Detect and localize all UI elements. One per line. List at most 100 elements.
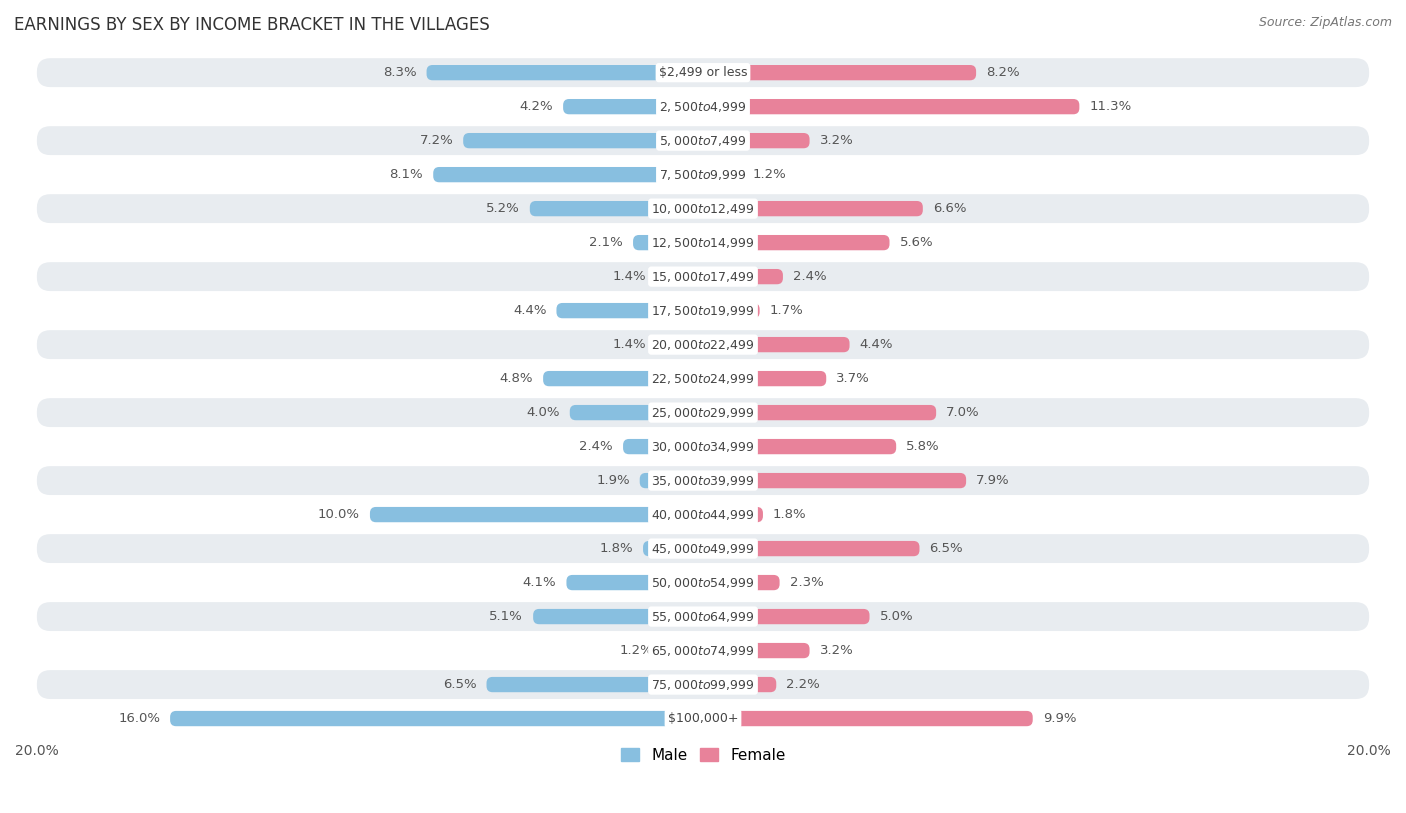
Text: $22,500 to $24,999: $22,500 to $24,999 (651, 372, 755, 385)
FancyBboxPatch shape (370, 507, 703, 522)
FancyBboxPatch shape (703, 269, 783, 285)
Text: 2.4%: 2.4% (579, 440, 613, 453)
FancyBboxPatch shape (703, 371, 827, 386)
FancyBboxPatch shape (567, 575, 703, 590)
Text: $55,000 to $64,999: $55,000 to $64,999 (651, 610, 755, 624)
Text: $20,000 to $22,499: $20,000 to $22,499 (651, 337, 755, 351)
Text: $75,000 to $99,999: $75,000 to $99,999 (651, 677, 755, 692)
FancyBboxPatch shape (703, 643, 810, 659)
Text: 5.0%: 5.0% (880, 610, 912, 623)
FancyBboxPatch shape (643, 541, 703, 556)
FancyBboxPatch shape (426, 65, 703, 80)
FancyBboxPatch shape (37, 160, 1369, 189)
FancyBboxPatch shape (703, 439, 896, 454)
FancyBboxPatch shape (543, 371, 703, 386)
FancyBboxPatch shape (703, 507, 763, 522)
Text: 4.8%: 4.8% (499, 372, 533, 385)
Text: $65,000 to $74,999: $65,000 to $74,999 (651, 644, 755, 658)
Text: 4.4%: 4.4% (513, 304, 547, 317)
FancyBboxPatch shape (664, 643, 703, 659)
FancyBboxPatch shape (703, 65, 976, 80)
FancyBboxPatch shape (37, 568, 1369, 597)
FancyBboxPatch shape (37, 704, 1369, 733)
Text: $45,000 to $49,999: $45,000 to $49,999 (651, 541, 755, 555)
Text: 6.6%: 6.6% (932, 202, 966, 215)
Text: 9.9%: 9.9% (1043, 712, 1076, 725)
FancyBboxPatch shape (703, 609, 869, 624)
FancyBboxPatch shape (37, 534, 1369, 563)
FancyBboxPatch shape (433, 167, 703, 182)
FancyBboxPatch shape (37, 433, 1369, 461)
Text: $30,000 to $34,999: $30,000 to $34,999 (651, 440, 755, 454)
FancyBboxPatch shape (703, 711, 1033, 726)
Text: 11.3%: 11.3% (1090, 100, 1132, 113)
FancyBboxPatch shape (640, 473, 703, 489)
FancyBboxPatch shape (623, 439, 703, 454)
FancyBboxPatch shape (463, 133, 703, 148)
FancyBboxPatch shape (703, 133, 810, 148)
Text: 1.2%: 1.2% (619, 644, 652, 657)
Text: $2,499 or less: $2,499 or less (659, 66, 747, 79)
FancyBboxPatch shape (569, 405, 703, 420)
FancyBboxPatch shape (703, 99, 1080, 115)
Text: 1.7%: 1.7% (769, 304, 803, 317)
FancyBboxPatch shape (37, 92, 1369, 121)
Text: 6.5%: 6.5% (929, 542, 963, 555)
FancyBboxPatch shape (703, 167, 742, 182)
Text: 4.4%: 4.4% (859, 338, 893, 351)
Text: EARNINGS BY SEX BY INCOME BRACKET IN THE VILLAGES: EARNINGS BY SEX BY INCOME BRACKET IN THE… (14, 16, 489, 34)
Text: 1.2%: 1.2% (754, 168, 787, 181)
Text: $50,000 to $54,999: $50,000 to $54,999 (651, 576, 755, 589)
FancyBboxPatch shape (703, 303, 759, 318)
Text: 2.2%: 2.2% (786, 678, 820, 691)
Text: 5.8%: 5.8% (907, 440, 939, 453)
Text: Source: ZipAtlas.com: Source: ZipAtlas.com (1258, 16, 1392, 29)
Text: $40,000 to $44,999: $40,000 to $44,999 (651, 507, 755, 522)
FancyBboxPatch shape (37, 364, 1369, 393)
FancyBboxPatch shape (533, 609, 703, 624)
FancyBboxPatch shape (37, 670, 1369, 699)
Text: 3.7%: 3.7% (837, 372, 870, 385)
FancyBboxPatch shape (703, 405, 936, 420)
Text: 8.1%: 8.1% (389, 168, 423, 181)
Text: 1.8%: 1.8% (773, 508, 807, 521)
FancyBboxPatch shape (486, 677, 703, 692)
Text: $7,500 to $9,999: $7,500 to $9,999 (659, 167, 747, 181)
FancyBboxPatch shape (37, 126, 1369, 155)
Text: 6.5%: 6.5% (443, 678, 477, 691)
FancyBboxPatch shape (37, 636, 1369, 665)
Text: 2.4%: 2.4% (793, 270, 827, 283)
FancyBboxPatch shape (37, 228, 1369, 257)
Text: 7.2%: 7.2% (419, 134, 453, 147)
FancyBboxPatch shape (37, 262, 1369, 291)
FancyBboxPatch shape (657, 337, 703, 352)
Text: 2.3%: 2.3% (790, 576, 824, 589)
Text: 1.4%: 1.4% (613, 338, 647, 351)
FancyBboxPatch shape (703, 337, 849, 352)
Text: 5.1%: 5.1% (489, 610, 523, 623)
Text: $15,000 to $17,499: $15,000 to $17,499 (651, 270, 755, 284)
FancyBboxPatch shape (703, 235, 890, 250)
Text: $100,000+: $100,000+ (668, 712, 738, 725)
Text: 3.2%: 3.2% (820, 644, 853, 657)
Text: 4.2%: 4.2% (519, 100, 553, 113)
Text: 1.9%: 1.9% (596, 474, 630, 487)
Text: $2,500 to $4,999: $2,500 to $4,999 (659, 100, 747, 114)
FancyBboxPatch shape (703, 473, 966, 489)
Text: $25,000 to $29,999: $25,000 to $29,999 (651, 406, 755, 420)
Text: 2.1%: 2.1% (589, 236, 623, 249)
Legend: Male, Female: Male, Female (614, 741, 792, 769)
FancyBboxPatch shape (557, 303, 703, 318)
Text: 10.0%: 10.0% (318, 508, 360, 521)
Text: 1.4%: 1.4% (613, 270, 647, 283)
Text: 1.8%: 1.8% (599, 542, 633, 555)
FancyBboxPatch shape (170, 711, 703, 726)
FancyBboxPatch shape (703, 677, 776, 692)
FancyBboxPatch shape (703, 201, 922, 216)
FancyBboxPatch shape (37, 330, 1369, 359)
Text: 8.3%: 8.3% (382, 66, 416, 79)
FancyBboxPatch shape (37, 59, 1369, 87)
Text: $17,500 to $19,999: $17,500 to $19,999 (651, 303, 755, 318)
Text: 4.1%: 4.1% (523, 576, 557, 589)
FancyBboxPatch shape (703, 541, 920, 556)
